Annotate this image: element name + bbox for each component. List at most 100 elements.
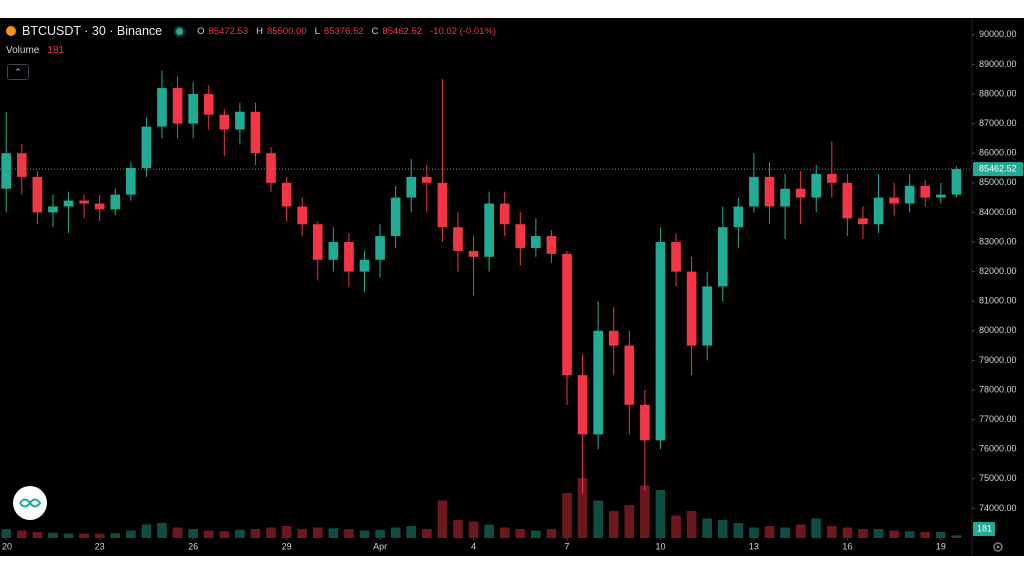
last-volume-box: [973, 522, 995, 536]
volume-bar: [702, 518, 713, 538]
volume-bar: [203, 530, 214, 538]
volume-bar: [640, 485, 650, 538]
volume-bar: [733, 523, 744, 538]
candle-body: [655, 242, 666, 441]
logo-glyph: [19, 498, 42, 508]
y-tick-label: 84000.00: [979, 207, 1017, 217]
coin-icon: [6, 26, 16, 36]
symbol-title[interactable]: BTCUSDT · 30 · Binance: [22, 24, 163, 38]
candle-body: [593, 330, 603, 435]
settings-icon-center: [996, 545, 1000, 549]
volume-bar: [889, 530, 899, 538]
volume-bar: [126, 530, 136, 538]
candle-body: [951, 169, 962, 195]
volume-bar: [48, 532, 58, 538]
candle-body: [499, 203, 510, 225]
candle-body: [936, 194, 946, 198]
low-key: L: [314, 25, 320, 37]
candle-body: [235, 111, 245, 130]
y-tick-label: 81000.00: [979, 296, 1017, 306]
x-tick-label: 19: [936, 541, 946, 551]
x-tick-label: 20: [2, 541, 12, 551]
volume-bar: [577, 478, 588, 538]
volume-bar: [359, 530, 370, 538]
candle-body: [811, 173, 822, 198]
high-key: H: [256, 25, 263, 37]
last-price-label: 85462.52: [979, 163, 1017, 173]
y-tick-label: 89000.00: [979, 59, 1017, 69]
candle-body: [717, 227, 728, 287]
candle-body: [484, 203, 494, 257]
candle-body: [671, 242, 681, 272]
candle-body: [110, 194, 121, 210]
x-tick-label: 13: [749, 541, 759, 551]
volume-bar: [749, 527, 759, 538]
collapse-button[interactable]: ⌃: [7, 64, 29, 80]
x-tick-label: 26: [188, 541, 198, 551]
y-tick-label: 80000.00: [979, 325, 1017, 335]
volume-bar: [531, 530, 541, 538]
volume-bar: [499, 527, 510, 538]
candle-body: [172, 88, 183, 124]
candle-body: [266, 153, 276, 183]
volume-bar: [281, 526, 292, 538]
candle-body: [421, 176, 432, 183]
candle-body: [32, 176, 43, 213]
candle-body: [94, 203, 105, 210]
candle-body: [577, 375, 588, 435]
close-key: C: [371, 25, 379, 37]
candle-body: [858, 218, 868, 225]
candle-body: [126, 168, 136, 195]
candle-body: [375, 236, 385, 260]
candle-body: [344, 242, 354, 272]
x-tick-label: 4: [471, 541, 476, 551]
volume-bar: [344, 529, 354, 538]
candle-body: [608, 330, 619, 346]
candle-body: [686, 271, 697, 346]
open-value: 85472.53: [208, 25, 249, 37]
volume-bar: [390, 527, 401, 538]
last-price-box: [973, 162, 1023, 177]
y-tick-label: 75000.00: [979, 473, 1017, 483]
candle-body: [873, 197, 884, 225]
candle-body: [733, 206, 744, 228]
volume-bar: [16, 530, 27, 538]
volume-bar: [188, 529, 198, 538]
settings-icon[interactable]: [993, 542, 1003, 552]
candle-body: [826, 173, 837, 183]
volume-bar: [936, 532, 946, 538]
volume-bar: [858, 529, 868, 538]
x-tick-label: 7: [564, 541, 569, 551]
candle-body: [359, 259, 370, 272]
volume-bar: [562, 493, 572, 538]
status-dot: [176, 27, 184, 35]
volume-bar: [515, 529, 526, 538]
y-tick-label: 76000.00: [979, 444, 1017, 454]
volume-bar: [437, 500, 448, 538]
candle-body: [889, 197, 899, 204]
candle-body: [250, 111, 261, 154]
y-tick-label: 77000.00: [979, 414, 1017, 424]
volume-bar: [764, 526, 775, 538]
high-value: 85500.00: [267, 25, 307, 37]
volume-bar: [655, 490, 666, 538]
volume-bar: [624, 505, 635, 538]
volume-bar: [63, 533, 74, 538]
volume-bar: [780, 527, 790, 538]
chart-background: [0, 18, 1024, 556]
volume-bar: [421, 529, 432, 538]
candle-body: [157, 88, 167, 127]
volume-bar: [1, 529, 12, 538]
candle-body: [531, 236, 541, 248]
volume-bar: [266, 527, 276, 538]
candle-body: [203, 94, 214, 115]
y-tick-label: 86000.00: [979, 148, 1017, 158]
volume-bar: [951, 535, 962, 538]
candle-body: [546, 236, 557, 254]
close-value: 85462.52: [382, 25, 423, 37]
candle-body: [702, 286, 713, 346]
low-value: 85376.52: [323, 25, 364, 37]
volume-legend: Volume 181: [6, 45, 64, 56]
volume-bar: [32, 532, 43, 538]
